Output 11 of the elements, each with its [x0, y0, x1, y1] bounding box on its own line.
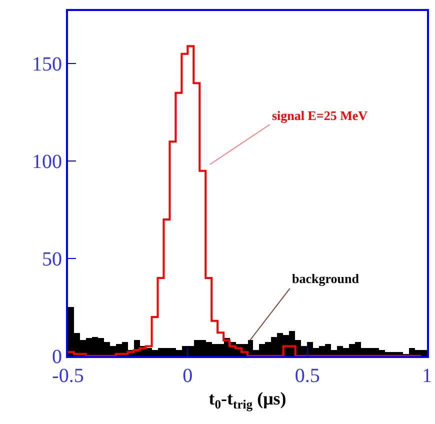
y-tick-label: 50 — [42, 248, 62, 271]
x-tick-label: -0.5 — [52, 365, 84, 387]
y-tick-label: 100 — [32, 151, 62, 174]
y-tick-label: 0 — [52, 346, 62, 368]
x-tick-label: 0.5 — [294, 365, 320, 387]
y-tick-label: 150 — [32, 54, 62, 76]
x-tick-label: 1 — [422, 365, 432, 387]
annotation: signal E=25 MeV — [272, 108, 368, 123]
annotation: background — [292, 271, 360, 286]
x-tick-label: 0 — [182, 365, 193, 387]
x-axis-title: t$_{0}$-t$_{trig}$ (μs) — [208, 388, 286, 412]
